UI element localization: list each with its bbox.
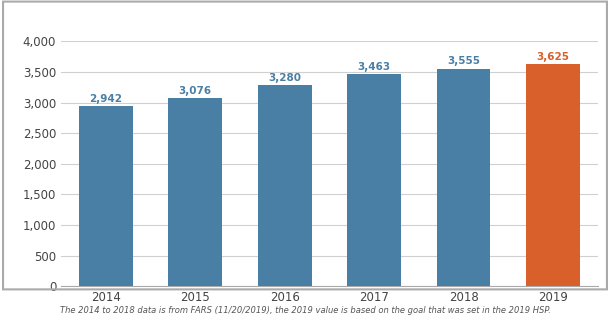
Bar (526, 64, 580, 286)
Text: 3,280: 3,280 (268, 73, 301, 83)
Text: 3,555: 3,555 (447, 56, 480, 66)
Bar (437, 69, 490, 286)
Text: 3,463: 3,463 (357, 62, 390, 72)
Text: 3,076: 3,076 (179, 86, 212, 96)
Text: 2,942: 2,942 (89, 94, 122, 104)
Bar (168, 98, 222, 286)
Bar (347, 74, 401, 286)
Bar (258, 86, 312, 286)
Bar (79, 106, 132, 286)
Text: C-1 TRAFFIC FATALITIES (FARS) – FIVE-YEAR ROLLING AVERAGE: C-1 TRAFFIC FATALITIES (FARS) – FIVE-YEA… (71, 14, 539, 27)
Text: 3,625: 3,625 (537, 52, 570, 62)
Text: The 2014 to 2018 data is from FARS (11/20/2019), the 2019 value is based on the : The 2014 to 2018 data is from FARS (11/2… (60, 306, 550, 315)
